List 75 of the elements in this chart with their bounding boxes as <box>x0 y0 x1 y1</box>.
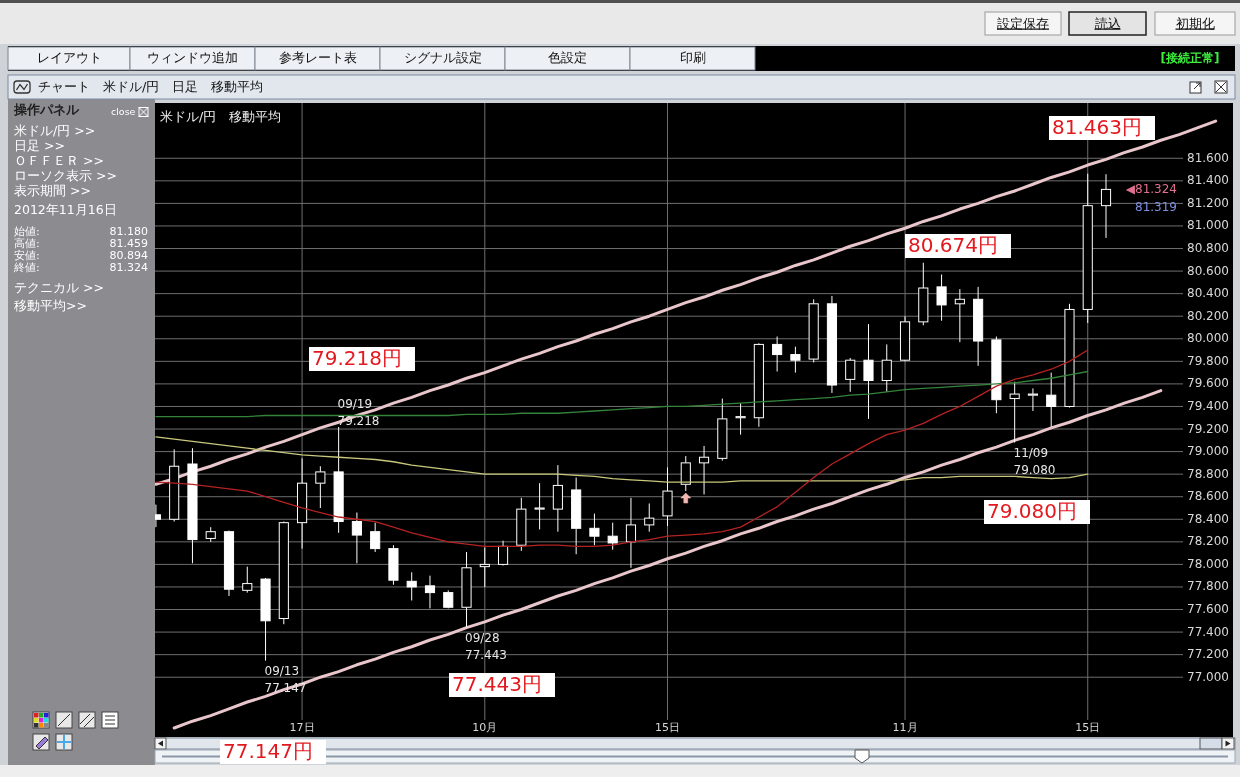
x-tick-label: 15日 <box>655 721 681 734</box>
annotation: ◀81.324 <box>1125 182 1177 196</box>
annotation: 79.080円 <box>987 499 1077 523</box>
annotation: 80.674円 <box>908 233 998 257</box>
y-tick-label: 77.600 <box>1187 602 1229 617</box>
y-tick-label: 79.800 <box>1187 353 1229 368</box>
y-tick-label: 81.200 <box>1187 195 1229 210</box>
y-tick-label: 77.800 <box>1187 579 1229 594</box>
text: 高値: <box>14 237 40 250</box>
y-tick-label: 78.800 <box>1187 466 1229 481</box>
text: 米ドル/円 >> <box>14 122 96 138</box>
annotation: 77.443円 <box>452 672 542 696</box>
y-tick-label: 81.000 <box>1187 218 1229 233</box>
note: 80.674円 <box>905 233 1011 258</box>
text: 操作パネル <box>13 101 80 117</box>
annotation: 81.319 <box>1135 200 1177 214</box>
y-tick-label: 80.400 <box>1187 286 1229 301</box>
text: 米ドル/円 移動平均 <box>160 108 282 124</box>
x-tick-label: 17日 <box>289 721 315 734</box>
annotation: 09/28 77.443 <box>465 630 507 662</box>
y-tick-label: 81.600 <box>1187 150 1229 165</box>
menu-item: ウィンドウ追加 <box>129 46 256 71</box>
x-tick-label: 15日 <box>1075 721 1101 734</box>
text: 81.180 <box>109 225 148 238</box>
y-tick-label: 80.600 <box>1187 263 1229 278</box>
button: 初期化 <box>1154 11 1236 36</box>
text: 表示期間 >> <box>14 182 91 198</box>
text: close <box>111 105 136 117</box>
text: 81.459 <box>109 237 148 250</box>
y-tick-label: 80.800 <box>1187 241 1229 256</box>
x-tick-label: 11月 <box>892 721 918 734</box>
chart-title: チャート 米ドル/円 日足 移動平均 <box>38 79 264 94</box>
note: 77.443円 <box>449 672 555 697</box>
y-tick-label: 79.600 <box>1187 376 1229 391</box>
status-label: [接続正常] <box>1160 50 1220 65</box>
y-tick-label: 79.200 <box>1187 421 1229 436</box>
menu-item: シグナル設定 <box>379 46 506 71</box>
y-tick-label: 80.000 <box>1187 331 1229 346</box>
note: 81.463円 <box>1049 115 1155 140</box>
x-tick-label: 10月 <box>472 721 498 734</box>
y-tick-label: 78.600 <box>1187 489 1229 504</box>
button: 設定保存 <box>984 11 1062 36</box>
text: 81.324 <box>109 261 148 274</box>
menu-item: レイアウト <box>7 46 131 71</box>
y-tick-label: 79.400 <box>1187 398 1229 413</box>
text: ローソク表示 >> <box>14 167 117 183</box>
note: 77.147円 <box>220 739 326 764</box>
menu-item: 参考レート表 <box>254 46 381 71</box>
y-tick-label: 80.200 <box>1187 308 1229 323</box>
text: 日足 >> <box>14 137 65 153</box>
note: 79.080円 <box>984 499 1090 524</box>
text: ＯＦＦＥＲ >> <box>14 152 104 168</box>
y-tick-label: 77.400 <box>1187 624 1229 639</box>
y-tick-label: 78.000 <box>1187 556 1229 571</box>
menu-item: 印刷 <box>629 46 756 71</box>
text: 終値: <box>13 261 40 274</box>
window-title-bar: チャート 米ドル/円 日足 移動平均 <box>7 74 1236 100</box>
y-tick-label: 81.400 <box>1187 173 1229 188</box>
y-tick-label: 77.000 <box>1187 669 1229 684</box>
y-tick-label: 77.200 <box>1187 647 1229 662</box>
y-tick-label: 79.000 <box>1187 444 1229 459</box>
text: 80.894 <box>109 249 148 262</box>
note: 79.218円 <box>309 346 415 371</box>
text: 2012年11月16日 <box>14 201 117 217</box>
annotation: 11/09 79.080 <box>1013 446 1056 477</box>
text: テクニカル >> <box>14 279 104 295</box>
annotation: 79.218円 <box>312 346 402 370</box>
annotation: 81.463円 <box>1052 115 1142 139</box>
text: 始値: <box>14 225 40 238</box>
text: 移動平均>> <box>14 297 87 313</box>
y-tick-label: 78.400 <box>1187 511 1229 526</box>
button: 読込 <box>1068 11 1147 36</box>
y-tick-label: 78.200 <box>1187 534 1229 549</box>
text: 安値: <box>14 249 40 262</box>
menu-item: 色設定 <box>504 46 631 71</box>
